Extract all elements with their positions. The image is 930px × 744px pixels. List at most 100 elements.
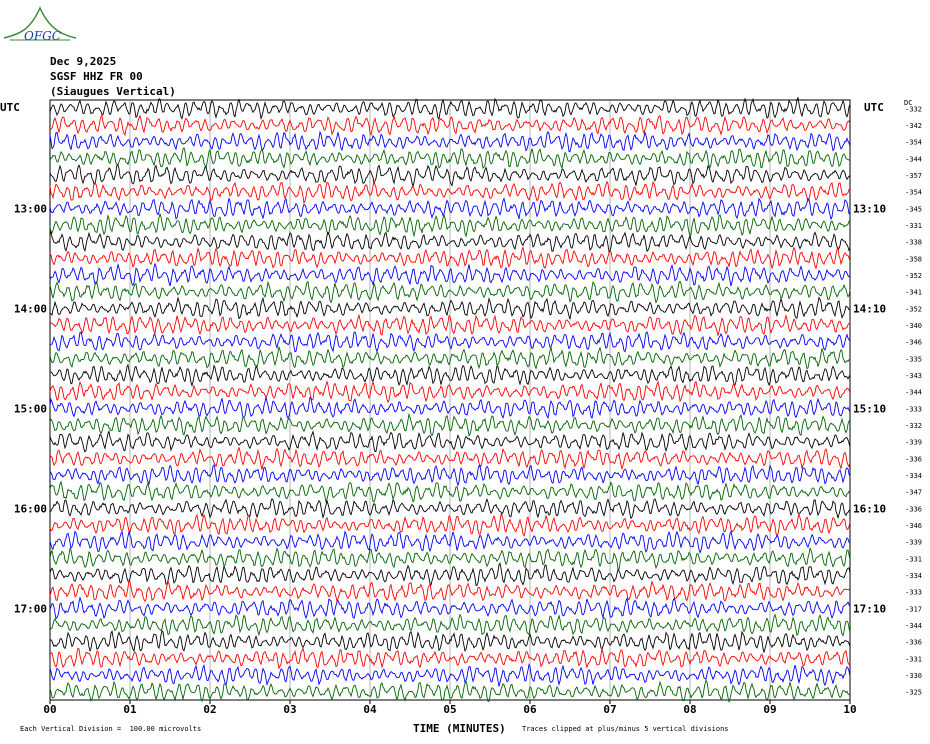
seismic-trace-11 (49, 280, 851, 304)
seismic-trace-15 (49, 345, 850, 370)
trace-offset-label: -346 (905, 339, 922, 347)
trace-offset-label: -331 (905, 555, 922, 563)
logo-mountain-icon (3, 6, 77, 39)
trace-offset-label: -346 (905, 522, 922, 530)
clip-note: Traces clipped at plus/minus 5 vertical … (522, 725, 729, 733)
trace-offset-label: -345 (905, 205, 922, 213)
trace-offset-label: -332 (905, 422, 922, 430)
seismic-trace-0 (49, 96, 851, 120)
seismic-trace-8 (49, 230, 851, 253)
seismic-trace-7 (49, 212, 851, 239)
trace-offset-label: -357 (905, 172, 922, 180)
seismic-trace-33 (49, 647, 850, 670)
seismic-trace-20 (49, 429, 851, 453)
left-time-label: 15:00 (14, 402, 47, 415)
x-tick-label: 05 (443, 703, 456, 716)
trace-offset-label: -344 (905, 155, 922, 163)
x-tick-label: 04 (363, 703, 377, 716)
trace-offset-label: -339 (905, 539, 922, 547)
seismic-trace-28 (49, 562, 851, 586)
seismic-trace-16 (49, 363, 851, 388)
trace-offset-label: -340 (905, 322, 922, 330)
trace-offset-label: -342 (905, 122, 922, 130)
x-tick-label: 00 (43, 703, 56, 716)
seismic-trace-13 (49, 313, 851, 336)
trace-offset-label: -336 (905, 639, 922, 647)
seismic-trace-31 (49, 613, 851, 637)
right-time-label: 16:10 (853, 502, 886, 515)
trace-offset-label: -354 (905, 189, 922, 197)
trace-offset-label: -347 (905, 489, 922, 497)
scale-note: Each Vertical Division = 100.00 microvol… (20, 725, 202, 733)
seismic-trace-24 (49, 498, 851, 520)
left-time-label: 17:00 (14, 602, 47, 615)
seismic-trace-22 (49, 464, 851, 487)
trace-offset-label: -343 (905, 372, 922, 380)
dc-label: DC (904, 99, 913, 107)
x-tick-label: 01 (123, 703, 137, 716)
trace-offset-label: -338 (905, 239, 922, 247)
logo-text: OFGC (24, 29, 61, 43)
seismic-trace-27 (49, 547, 851, 571)
right-time-label: 13:10 (853, 202, 886, 215)
right-time-label: 14:10 (853, 302, 886, 315)
left-time-label: 13:00 (14, 202, 47, 215)
trace-offset-label: -331 (905, 655, 922, 663)
trace-offset-label: -335 (905, 355, 922, 363)
trace-offset-label: -330 (905, 672, 922, 680)
x-axis-title: TIME (MINUTES) (413, 722, 506, 735)
seismic-trace-26 (49, 529, 851, 554)
trace-offset-label: -339 (905, 439, 922, 447)
seismic-trace-9 (49, 246, 851, 270)
x-tick-label: 07 (603, 703, 616, 716)
seismic-trace-10 (49, 262, 851, 287)
seismic-trace-18 (49, 396, 851, 420)
seismic-trace-5 (49, 180, 851, 205)
trace-offset-label: -354 (905, 139, 922, 147)
trace-offset-label: -332 (905, 105, 922, 113)
seismic-trace-35 (49, 679, 851, 703)
trace-offset-label: -334 (905, 572, 922, 580)
trace-offset-label: -334 (905, 472, 922, 480)
seismic-trace-4 (49, 164, 851, 189)
seismic-trace-3 (49, 147, 851, 170)
trace-offset-label: -358 (905, 255, 922, 263)
seismic-trace-12 (49, 296, 851, 320)
x-tick-label: 10 (843, 703, 856, 716)
trace-offset-label: -325 (905, 689, 922, 697)
chart-date: Dec 9,2025 (50, 55, 117, 68)
right-timezone-label: UTC (864, 101, 884, 114)
seismic-trace-30 (49, 596, 851, 620)
left-time-label: 14:00 (14, 302, 47, 315)
seismic-trace-32 (49, 629, 851, 654)
trace-offset-label: -333 (905, 589, 922, 597)
right-time-label: 15:10 (853, 402, 886, 415)
x-tick-label: 06 (523, 703, 537, 716)
seismic-trace-6 (49, 197, 851, 221)
trace-offset-label: -333 (905, 405, 922, 413)
trace-offset-label: -317 (905, 605, 922, 613)
x-tick-label: 09 (763, 703, 776, 716)
x-tick-label: 03 (283, 703, 296, 716)
x-tick-label: 02 (203, 703, 216, 716)
trace-offset-label: -341 (905, 289, 922, 297)
trace-offset-label: -352 (905, 305, 922, 313)
x-tick-label: 08 (683, 703, 696, 716)
trace-offset-label: -336 (905, 455, 922, 463)
chart-station: SGSF HHZ FR 00 (50, 70, 143, 83)
seismic-trace-2 (49, 130, 851, 153)
seismic-trace-17 (49, 379, 851, 404)
seismic-trace-1 (49, 114, 851, 137)
ofgc-logo: OFGC (3, 6, 77, 43)
seismic-trace-29 (49, 579, 851, 603)
seismic-trace-14 (49, 331, 851, 354)
seismic-trace-23 (49, 480, 851, 504)
seismic-trace-19 (49, 412, 851, 437)
trace-offset-label: -336 (905, 505, 922, 513)
trace-offset-label: -344 (905, 389, 922, 397)
right-time-label: 17:10 (853, 602, 886, 615)
left-timezone-label: UTC (0, 101, 20, 114)
seismic-trace-21 (49, 446, 851, 471)
chart-description: (Siaugues Vertical) (50, 85, 176, 98)
